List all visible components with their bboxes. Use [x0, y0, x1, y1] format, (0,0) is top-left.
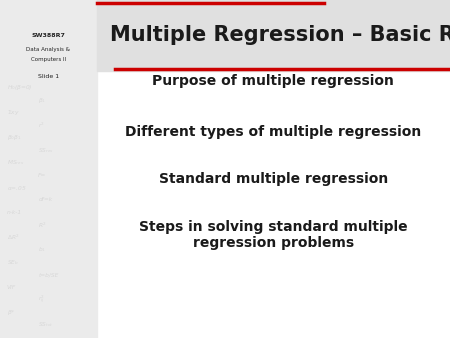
Text: r$^2$: r$^2$	[38, 121, 45, 130]
Text: $\Sigma$xy: $\Sigma$xy	[7, 108, 19, 117]
Text: Multiple Regression – Basic Relationships: Multiple Regression – Basic Relationship…	[110, 25, 450, 46]
Bar	[97, 0, 450, 71]
Text: Different types of multiple regression: Different types of multiple regression	[125, 125, 422, 139]
Text: VIF: VIF	[7, 285, 16, 290]
Text: $\alpha$=.05: $\alpha$=.05	[7, 184, 27, 192]
Text: Slide 1: Slide 1	[38, 74, 59, 78]
Text: Standard multiple regression: Standard multiple regression	[159, 172, 388, 186]
Bar	[0, 0, 97, 338]
Text: $\beta_0\beta_1$: $\beta_0\beta_1$	[7, 133, 21, 142]
Text: t=b/SE: t=b/SE	[38, 272, 58, 277]
Text: Steps in solving standard multiple
regression problems: Steps in solving standard multiple regre…	[139, 220, 408, 250]
Text: $\Delta$R$^2$: $\Delta$R$^2$	[7, 233, 19, 242]
Text: Computers II: Computers II	[31, 57, 66, 62]
Text: F=: F=	[38, 172, 46, 177]
Text: n-k-1: n-k-1	[7, 210, 22, 215]
Text: r$_{ij}^2$: r$_{ij}^2$	[38, 293, 45, 306]
Text: H$_0$($\beta$=0): H$_0$($\beta$=0)	[7, 83, 32, 92]
Text: $\beta_1$: $\beta_1$	[38, 96, 46, 105]
Text: MS$_{res}$: MS$_{res}$	[7, 158, 24, 167]
Text: $\beta$*: $\beta$*	[7, 308, 15, 316]
Text: SS$_{tot}$: SS$_{tot}$	[38, 320, 54, 329]
Text: R$^2$: R$^2$	[38, 220, 47, 230]
Text: SW388R7: SW388R7	[32, 33, 65, 38]
Text: SS$_{res}$: SS$_{res}$	[38, 146, 54, 154]
Text: Data Analysis &: Data Analysis &	[27, 47, 70, 51]
Text: b$_1$: b$_1$	[38, 245, 46, 254]
Text: Purpose of multiple regression: Purpose of multiple regression	[153, 74, 394, 88]
Text: SE$_b$: SE$_b$	[7, 258, 18, 267]
Text: df=k: df=k	[38, 197, 52, 202]
